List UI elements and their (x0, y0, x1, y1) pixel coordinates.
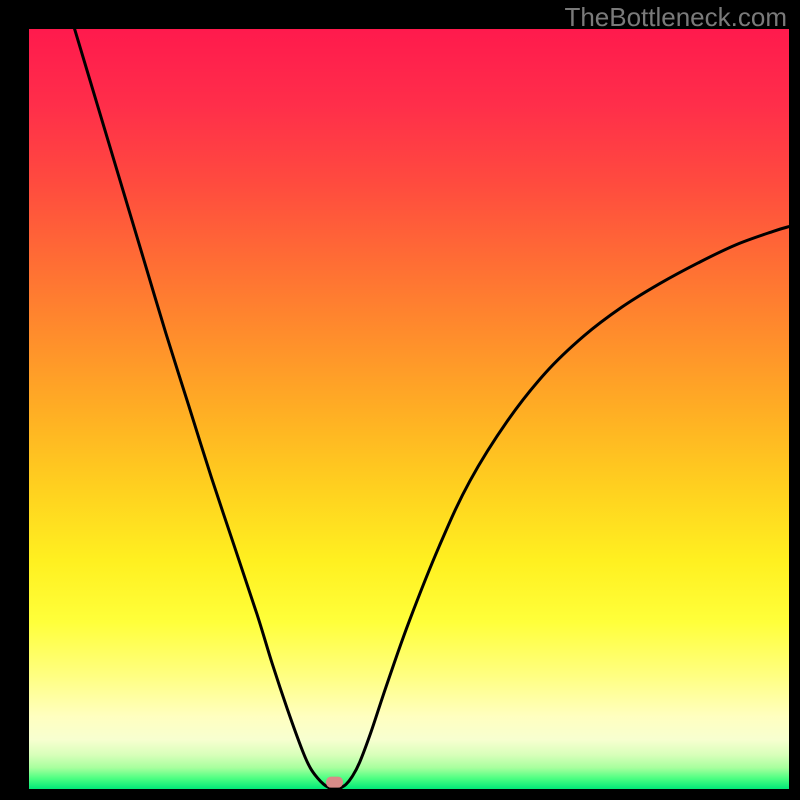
watermark-text: TheBottleneck.com (564, 2, 787, 33)
plot-area (29, 29, 789, 789)
gradient-background (29, 29, 789, 789)
optimum-marker (326, 777, 343, 788)
plot-svg (29, 29, 789, 789)
